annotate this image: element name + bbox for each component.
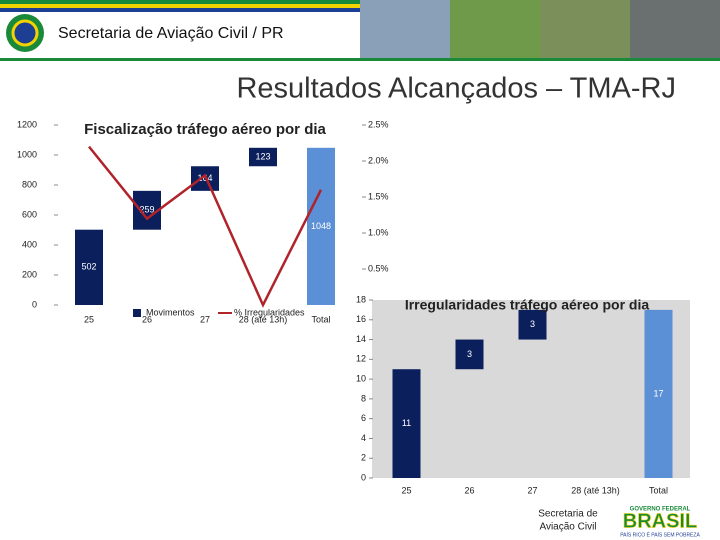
- y-tick-label: 1000: [17, 149, 37, 159]
- y-tick-label: 18: [356, 294, 366, 304]
- line-series: [88, 145, 323, 308]
- y-tick-label: 16: [356, 314, 366, 324]
- y-tick-label: 6: [361, 413, 366, 423]
- footer-org: Aviação Civil: [539, 522, 596, 533]
- y-tick-label: 800: [22, 179, 37, 189]
- bar: [518, 309, 547, 340]
- y-tick-label: 400: [22, 239, 37, 249]
- y-tick-label: 14: [356, 334, 366, 344]
- x-tick-label: Total: [649, 485, 668, 495]
- footer-gov: GOVERNO FEDERAL: [630, 507, 691, 513]
- data-label: 3: [530, 319, 535, 329]
- header-org: Secretaria de Aviação Civil / PR: [58, 25, 284, 42]
- x-tick-label: 27: [200, 314, 210, 324]
- chart-title: Fiscalização tráfego aéreo por dia: [84, 121, 326, 138]
- chart-title: Irregularidades tráfego aéreo por dia: [405, 297, 650, 313]
- bar: [249, 147, 277, 167]
- bar: [644, 309, 673, 478]
- x-tick-label: 28 (até 13h): [239, 314, 288, 324]
- header-rule: [0, 58, 720, 61]
- data-label: 3: [467, 349, 472, 359]
- legend-label: Movimentos: [146, 307, 195, 317]
- bar: [392, 369, 421, 478]
- flag-stripe: [0, 8, 360, 12]
- x-tick-label: 27: [527, 485, 537, 495]
- bar: [191, 166, 219, 191]
- data-label: 11: [402, 418, 411, 428]
- data-label: 1048: [311, 221, 331, 231]
- photo: [360, 0, 450, 58]
- y-tick-label: 4: [361, 433, 366, 443]
- bar: [455, 339, 484, 370]
- legend-label: % Irregularidades: [234, 307, 305, 317]
- legend-swatch: [133, 309, 141, 317]
- x-tick-label: 26: [464, 485, 474, 495]
- x-tick-label: 28 (até 13h): [571, 485, 620, 495]
- data-label: 123: [255, 151, 270, 161]
- y-tick-label: 0: [32, 299, 37, 309]
- y-tick-label: 8: [361, 393, 366, 403]
- y-tick-label: 12: [356, 354, 366, 364]
- data-label: 17: [653, 388, 663, 398]
- photo: [450, 0, 540, 58]
- footer-org: Secretaria de: [538, 509, 598, 520]
- logo: [11, 19, 39, 47]
- x-tick-label: 25: [84, 314, 94, 324]
- y2-tick-label: 0.5%: [368, 263, 389, 273]
- flag-stripe: [0, 4, 360, 8]
- y-tick-label: 1200: [17, 119, 37, 129]
- data-label: 502: [81, 262, 96, 272]
- x-tick-label: 26: [142, 314, 152, 324]
- y2-tick-label: 1.0%: [368, 227, 389, 237]
- y-tick-label: 0: [361, 472, 366, 482]
- y-tick-label: 600: [22, 209, 37, 219]
- photo: [630, 0, 720, 58]
- bar: [75, 229, 103, 305]
- x-tick-label: 25: [401, 485, 411, 495]
- y2-tick-label: 2.0%: [368, 155, 389, 165]
- y2-tick-label: 2.5%: [368, 119, 389, 129]
- data-label: 259: [139, 205, 154, 215]
- y2-tick-label: 1.5%: [368, 191, 389, 201]
- bar: [307, 147, 335, 305]
- footer-brand: BRASIL: [623, 510, 697, 532]
- y-tick-label: 200: [22, 269, 37, 279]
- y-tick-label: 2: [361, 453, 366, 463]
- photo: [540, 0, 630, 58]
- flag-stripe: [0, 0, 360, 4]
- footer-slogan: PAÍS RICO É PAÍS SEM POBREZA: [620, 531, 700, 538]
- slide-title: Resultados Alcançados – TMA-RJ: [236, 73, 676, 105]
- y-tick-label: 10: [356, 373, 366, 383]
- x-tick-label: Total: [311, 314, 330, 324]
